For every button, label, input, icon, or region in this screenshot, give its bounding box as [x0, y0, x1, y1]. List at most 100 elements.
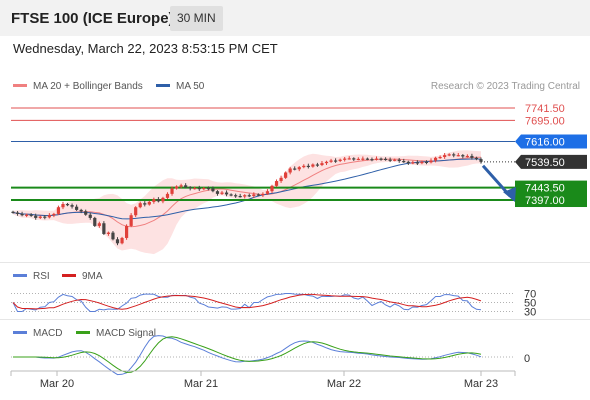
candle-body	[438, 156, 442, 159]
candle-body	[129, 215, 133, 226]
candle-body	[383, 158, 388, 161]
legend-macd-label: MACD	[33, 328, 63, 339]
candle-body	[352, 158, 356, 160]
candle-body	[315, 164, 320, 166]
x-axis-label: Mar 20	[40, 378, 74, 390]
candle-body	[343, 158, 347, 160]
candle-body	[247, 195, 251, 197]
candle-body	[347, 158, 351, 160]
candle-body	[174, 186, 179, 189]
candle-body	[279, 177, 283, 182]
candle-body	[420, 161, 424, 164]
candle-body	[34, 215, 38, 218]
candle-body	[215, 191, 220, 194]
candle-body	[52, 213, 56, 216]
candle-body	[388, 159, 392, 161]
forecast-arrow-head	[503, 187, 516, 202]
candle-body	[293, 168, 297, 170]
candle-body	[424, 161, 429, 164]
candle-body	[443, 155, 447, 157]
legend-ma20-label: MA 20 + Bollinger Bands	[33, 81, 143, 92]
candle-body	[324, 161, 329, 164]
legend-macd-signal-label: MACD Signal	[96, 328, 157, 339]
candle-body	[284, 172, 288, 178]
chart-datetime: Wednesday, March 22, 2023 8:53:15 PM CET	[13, 41, 278, 56]
rsi-tick-label: 50	[524, 298, 536, 310]
legend-ma20: MA 20 + Bollinger Bands	[13, 81, 143, 92]
candle-body	[38, 216, 42, 218]
level-label: 7616.00	[525, 136, 565, 148]
candle-body	[334, 160, 338, 162]
candle-body	[234, 195, 238, 197]
level-label: 7695.00	[525, 115, 565, 127]
candle-body	[93, 217, 97, 226]
ma50-swatch-icon	[156, 83, 170, 87]
candle-body	[211, 188, 215, 192]
macd-signal-swatch-icon	[76, 330, 90, 334]
candle-body	[188, 187, 192, 189]
level-label: 7443.50	[525, 183, 565, 195]
candle-body	[397, 159, 401, 162]
candle-body	[256, 194, 260, 196]
candle-body	[124, 225, 129, 238]
legend-macd: MACD	[13, 328, 62, 339]
candle-body	[206, 187, 210, 190]
x-axis-label: Mar 23	[464, 378, 498, 390]
legend-rsi-ma-label: 9MA	[82, 271, 103, 282]
candle-body	[193, 187, 197, 190]
candle-body	[474, 157, 479, 160]
rsi-swatch-icon	[13, 273, 27, 277]
candle-body	[265, 191, 270, 194]
x-axis-label: Mar 21	[184, 378, 218, 390]
candle-body	[179, 185, 183, 187]
candle-body	[393, 159, 397, 161]
legend-macd-signal: MACD Signal	[76, 328, 156, 339]
candle-body	[97, 223, 101, 226]
candle-body	[461, 155, 465, 157]
level-label: 7539.50	[525, 157, 565, 169]
panel-divider-price	[0, 262, 590, 263]
candle-body	[274, 181, 279, 186]
candle-body	[370, 159, 374, 161]
candle-body	[365, 158, 370, 160]
level-tag-pivot	[515, 134, 587, 149]
panel-divider-rsi	[0, 319, 590, 320]
candle-body	[456, 155, 460, 157]
candle-body	[252, 194, 256, 197]
candle-body	[88, 214, 92, 218]
candle-body	[202, 187, 206, 190]
chart-header: FTSE 100 (ICE Europe) 30 MIN	[0, 0, 590, 36]
bollinger-band	[13, 150, 481, 255]
candle-body	[261, 193, 265, 196]
macd-signal-line	[13, 336, 482, 373]
candle-body	[138, 203, 142, 208]
x-axis-label: Mar 22	[327, 378, 361, 390]
candle-body	[25, 214, 29, 216]
candle-body	[43, 216, 47, 218]
candle-body	[29, 214, 33, 216]
candle-body	[102, 223, 106, 234]
candle-body	[415, 162, 419, 164]
rsi-tick-label: 30	[524, 307, 536, 319]
candle-body	[465, 155, 469, 158]
candle-body	[79, 209, 83, 212]
candle-body	[361, 158, 365, 160]
interval-badge[interactable]: 30 MIN	[170, 6, 223, 31]
credit-text: Research © 2023 Trading Central	[430, 81, 580, 92]
candle-body	[374, 158, 379, 160]
ma20-line	[12, 156, 481, 228]
level-label: 7741.50	[525, 103, 565, 115]
candle-body	[356, 158, 360, 161]
level-tag-support	[515, 180, 587, 195]
candle-body	[220, 192, 224, 194]
candle-body	[470, 155, 474, 158]
candle-body	[111, 232, 115, 240]
candle-body	[243, 195, 247, 197]
level-label: 7397.00	[525, 195, 565, 207]
candle-body	[65, 204, 70, 206]
candle-body	[120, 237, 124, 244]
candle-body	[433, 157, 438, 161]
candle-body	[47, 215, 51, 218]
candle-body	[238, 196, 242, 198]
